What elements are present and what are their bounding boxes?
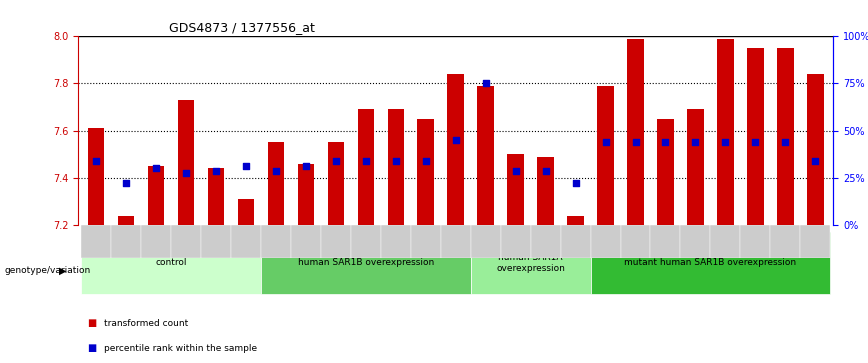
Bar (597, 86, 614, 225)
Point (358, 158, 372, 164)
Bar (777, 48, 793, 225)
Text: ■: ■ (87, 343, 96, 354)
Point (149, 166, 163, 171)
Text: human SAR1B overexpression: human SAR1B overexpression (298, 258, 434, 267)
Text: control: control (155, 258, 187, 267)
FancyBboxPatch shape (231, 225, 261, 258)
FancyBboxPatch shape (81, 225, 111, 258)
Point (389, 158, 403, 164)
FancyBboxPatch shape (590, 232, 831, 294)
FancyBboxPatch shape (501, 225, 530, 258)
Point (599, 139, 613, 145)
Point (748, 139, 762, 145)
FancyBboxPatch shape (621, 225, 650, 258)
Bar (508, 154, 524, 225)
FancyBboxPatch shape (650, 225, 681, 258)
FancyBboxPatch shape (111, 225, 141, 258)
FancyBboxPatch shape (561, 225, 590, 258)
FancyBboxPatch shape (201, 225, 231, 258)
FancyBboxPatch shape (411, 225, 441, 258)
Point (479, 81, 493, 86)
FancyBboxPatch shape (740, 225, 771, 258)
Point (209, 168, 223, 174)
Point (269, 168, 283, 174)
Point (539, 168, 553, 174)
Point (719, 139, 733, 145)
Point (449, 137, 463, 143)
Bar (118, 216, 135, 225)
Point (418, 158, 432, 164)
Point (808, 158, 822, 164)
Point (299, 163, 312, 169)
Bar (687, 109, 704, 225)
Bar (747, 48, 764, 225)
FancyBboxPatch shape (681, 225, 710, 258)
FancyBboxPatch shape (171, 225, 201, 258)
Bar (448, 74, 464, 225)
Text: human SAR1A
overexpression: human SAR1A overexpression (496, 253, 565, 273)
FancyBboxPatch shape (771, 225, 800, 258)
FancyBboxPatch shape (470, 232, 590, 294)
Text: ▶: ▶ (59, 265, 67, 276)
Bar (178, 100, 194, 225)
Bar (207, 168, 224, 225)
FancyBboxPatch shape (141, 225, 171, 258)
FancyBboxPatch shape (261, 225, 291, 258)
Point (628, 139, 642, 145)
Bar (657, 119, 674, 225)
Text: genotype/variation: genotype/variation (4, 266, 90, 275)
Bar (267, 143, 284, 225)
Bar (717, 38, 733, 225)
Bar (238, 199, 254, 225)
Bar (418, 119, 434, 225)
Text: GDS4873 / 1377556_at: GDS4873 / 1377556_at (168, 21, 314, 34)
FancyBboxPatch shape (710, 225, 740, 258)
Bar (807, 74, 824, 225)
Text: percentile rank within the sample: percentile rank within the sample (104, 344, 257, 353)
Bar (387, 109, 404, 225)
Bar (628, 38, 644, 225)
FancyBboxPatch shape (800, 225, 831, 258)
Bar (358, 109, 374, 225)
Point (688, 139, 702, 145)
Point (569, 180, 582, 185)
Point (239, 163, 253, 169)
Point (779, 139, 792, 145)
Bar (327, 143, 344, 225)
Point (659, 139, 673, 145)
FancyBboxPatch shape (590, 225, 621, 258)
FancyBboxPatch shape (321, 225, 351, 258)
Point (509, 168, 523, 174)
Bar (568, 216, 584, 225)
FancyBboxPatch shape (530, 225, 561, 258)
Point (329, 158, 343, 164)
FancyBboxPatch shape (470, 225, 501, 258)
Point (89, 158, 103, 164)
FancyBboxPatch shape (291, 225, 321, 258)
Bar (477, 86, 494, 225)
FancyBboxPatch shape (261, 232, 470, 294)
FancyBboxPatch shape (81, 232, 261, 294)
FancyBboxPatch shape (381, 225, 411, 258)
Bar (537, 156, 554, 225)
Text: transformed count: transformed count (104, 319, 188, 327)
Bar (298, 164, 314, 225)
Point (179, 170, 193, 176)
FancyBboxPatch shape (441, 225, 470, 258)
Bar (88, 128, 104, 225)
Text: ■: ■ (87, 318, 96, 328)
FancyBboxPatch shape (351, 225, 381, 258)
Bar (148, 166, 164, 225)
Text: mutant human SAR1B overexpression: mutant human SAR1B overexpression (624, 258, 797, 267)
Point (119, 180, 133, 185)
